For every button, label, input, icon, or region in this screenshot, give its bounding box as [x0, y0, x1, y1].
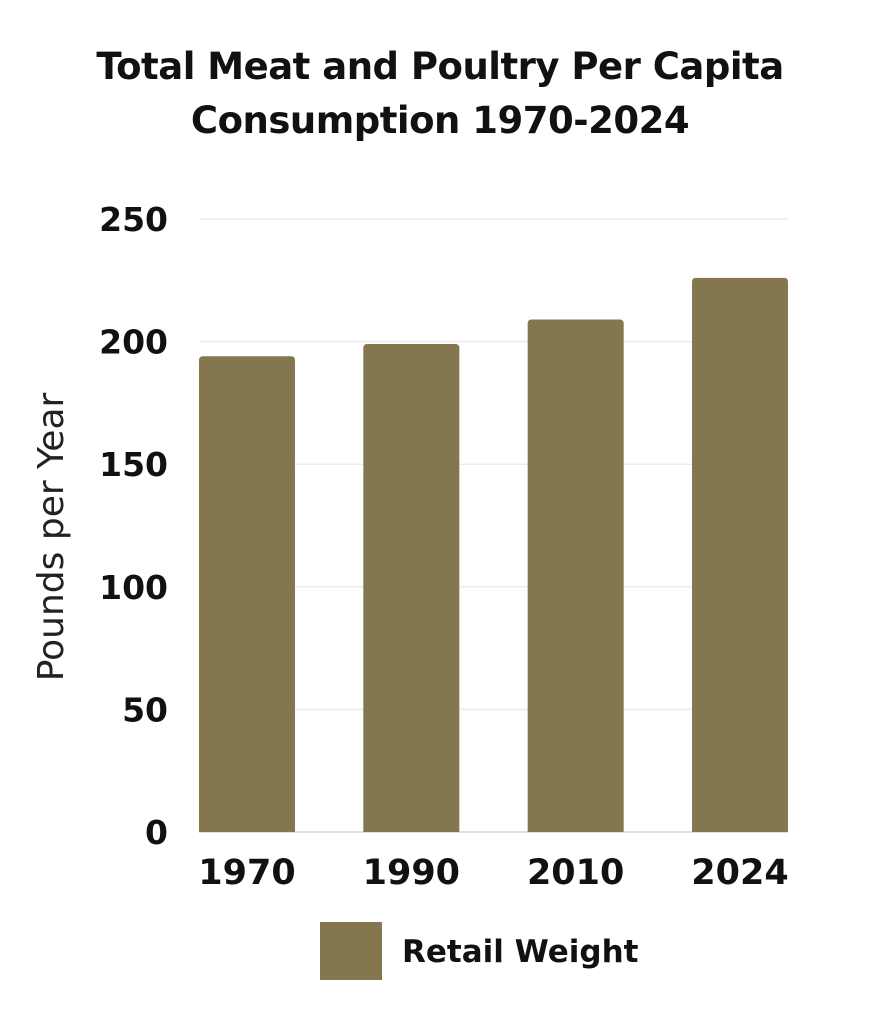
chart-title-line-2: Consumption 1970-2024: [190, 99, 690, 142]
x-tick-label: 2010: [527, 853, 624, 893]
chart-title: Total Meat and Poultry Per Capita Consum…: [0, 40, 880, 148]
y-axis-ticks: 0 50 100 150 200 250: [99, 200, 168, 852]
x-tick-label: 1990: [363, 853, 460, 893]
y-tick-label: 250: [99, 200, 168, 239]
x-axis-ticks: 1970 1990 2010 2024: [198, 853, 788, 893]
chart-title-line-1: Total Meat and Poultry Per Capita: [96, 45, 784, 88]
x-tick-label: 1970: [198, 853, 295, 893]
y-tick-label: 150: [99, 445, 168, 484]
x-tick-label: 2024: [691, 853, 788, 893]
y-tick-label: 50: [122, 690, 168, 729]
bar-1970: [199, 356, 295, 832]
bar-2024: [692, 277, 788, 832]
gridlines: [199, 218, 788, 833]
legend-swatch: [320, 922, 382, 980]
legend-label: Retail Weight: [402, 934, 639, 970]
y-tick-label: 200: [99, 323, 168, 362]
bar-1990: [363, 344, 460, 832]
bar-2010: [527, 319, 624, 833]
y-tick-label: 100: [99, 568, 168, 607]
legend: Retail Weight: [320, 922, 639, 980]
bars: [199, 277, 788, 833]
y-tick-label: 0: [145, 813, 168, 852]
y-axis-label: Pounds per Year: [31, 393, 72, 682]
